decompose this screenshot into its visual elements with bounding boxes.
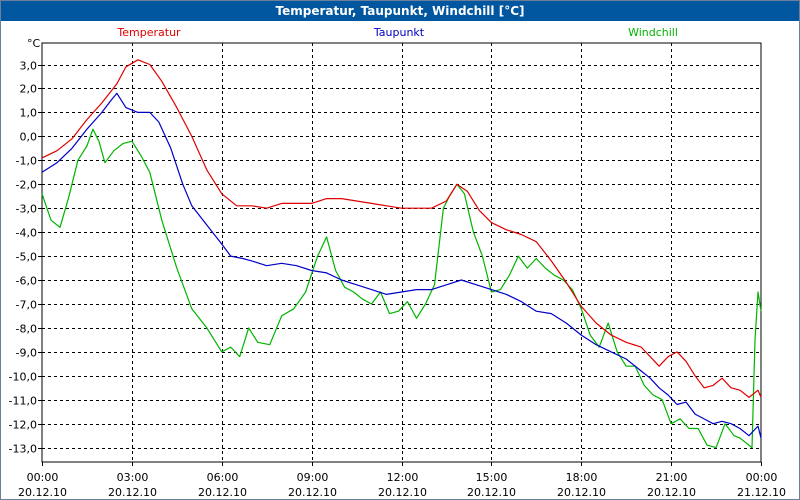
x-tick-date: 20.12.10 bbox=[288, 486, 337, 499]
y-tick-label: -4,0 bbox=[16, 227, 37, 240]
y-tick-label: -12,0 bbox=[9, 419, 37, 432]
y-tick-label: -5,0 bbox=[16, 251, 37, 264]
y-tick-label: -6,0 bbox=[16, 275, 37, 288]
legend-taupunkt: Taupunkt bbox=[373, 26, 425, 39]
y-tick-label: -10,0 bbox=[9, 371, 37, 384]
x-tick-date: 20.12.10 bbox=[467, 486, 516, 499]
legend-windchill: Windchill bbox=[628, 26, 678, 39]
x-tick-time: 18:00 bbox=[566, 471, 598, 484]
plot-frame bbox=[41, 42, 762, 463]
y-tick-label: -9,0 bbox=[16, 347, 37, 360]
x-tick-date: 20.12.10 bbox=[557, 486, 606, 499]
x-tick-date: 20.12.10 bbox=[378, 486, 427, 499]
y-tick-label: -1,0 bbox=[16, 155, 37, 168]
x-tick-time: 00:00 bbox=[746, 471, 778, 484]
series-line-temperatur bbox=[41, 59, 762, 398]
y-tick-label: 0,0 bbox=[20, 131, 38, 144]
x-tick-date: 20.12.10 bbox=[647, 486, 696, 499]
legend-temperatur: Temperatur bbox=[116, 26, 181, 39]
y-tick-label: 3,0 bbox=[20, 60, 38, 73]
y-tick-label: -8,0 bbox=[16, 323, 37, 336]
series-line-windchill bbox=[41, 128, 762, 449]
chart-title: Temperatur, Taupunkt, Windchill [°C] bbox=[1, 1, 799, 21]
y-tick-label: -3,0 bbox=[16, 203, 37, 216]
x-tick-time: 15:00 bbox=[476, 471, 508, 484]
y-tick-label: -13,0 bbox=[9, 443, 37, 456]
y-tick-label: -7,0 bbox=[16, 299, 37, 312]
chart-area: 3,0 2,0 1,0 0,0 -1,0 -2,0 -3,0 -4,0 -5,0 -6,0 -7,0… bbox=[9, 26, 786, 499]
y-tick-label: 1,0 bbox=[20, 107, 38, 120]
x-tick-time: 00:00 bbox=[27, 471, 59, 484]
x-tick-date: 20.12.10 bbox=[18, 486, 67, 499]
y-tick-label: 2,0 bbox=[20, 83, 38, 96]
x-tick-time: 12:00 bbox=[387, 471, 419, 484]
x-tick-date: 21.12.10 bbox=[737, 486, 786, 499]
x-tick-time: 09:00 bbox=[297, 471, 329, 484]
x-tick-date: 20.12.10 bbox=[198, 486, 247, 499]
x-tick-time: 21:00 bbox=[656, 471, 688, 484]
x-tick-time: 06:00 bbox=[207, 471, 239, 484]
y-tick-label: -2,0 bbox=[16, 179, 37, 192]
x-tick-time: 03:00 bbox=[117, 471, 149, 484]
series-line-taupunkt bbox=[41, 92, 762, 439]
y-tick-label: -11,0 bbox=[9, 395, 37, 408]
x-tick-date: 20.12.10 bbox=[108, 486, 157, 499]
y-axis-label: °C bbox=[27, 37, 41, 50]
